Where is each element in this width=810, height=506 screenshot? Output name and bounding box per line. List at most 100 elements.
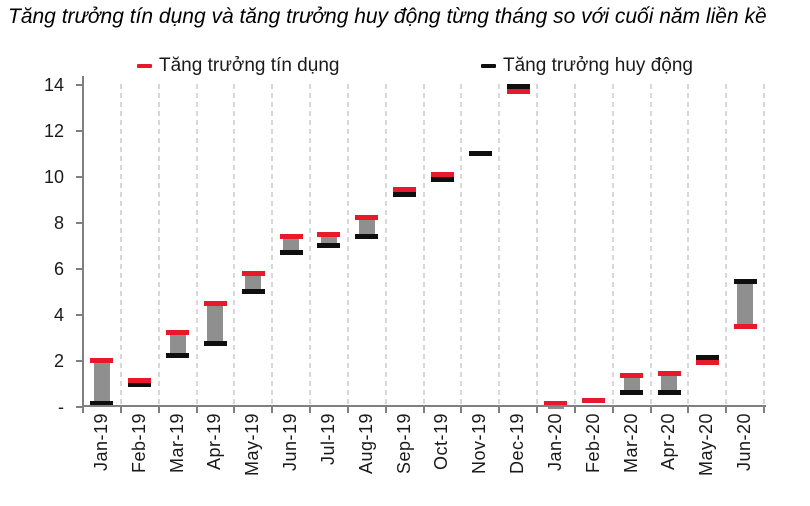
y-tick [76,405,83,408]
x-axis-label: Jun-20 [734,413,755,472]
x-axis-label: Mar-20 [620,413,641,474]
deposit-marker [203,340,227,346]
gridline [346,84,349,405]
deposit-marker [506,84,530,90]
y-axis-label: 12 [43,120,64,141]
credit-marker [733,323,757,329]
gridline [763,84,765,405]
x-tick [460,405,463,413]
x-tick [195,405,198,413]
credit-marker [695,360,719,366]
x-axis-label: Feb-19 [128,413,149,474]
credit-marker [317,231,341,237]
deposit-marker [733,278,757,284]
deposit-marker [241,289,265,294]
range-bar [207,303,224,344]
x-tick [725,405,728,413]
deposit-marker [657,390,681,396]
credit-marker [241,270,265,276]
gridline [422,84,425,405]
x-axis-label: Aug-19 [355,413,376,475]
gridline [649,84,652,405]
y-axis-label: 6 [53,258,64,279]
deposit-marker [128,382,152,388]
x-tick [271,405,274,413]
y-axis-label: 14 [43,74,64,95]
gridline [157,84,160,405]
gridline [498,84,501,405]
x-axis-label: Jan-19 [90,413,111,472]
range-bar [623,375,640,393]
y-axis-label: 10 [43,166,64,187]
x-axis-label: Dec-19 [507,413,528,475]
y-tick [76,83,83,86]
x-axis-label: Jan-20 [544,413,565,472]
y-tick [76,129,83,132]
y-axis-label: 4 [53,304,64,325]
credit-marker [393,186,417,192]
range-bar [396,189,413,195]
x-axis-label: Apr-19 [204,413,225,471]
plot-area [90,84,765,409]
credit-marker [90,358,114,363]
x-axis-label: Feb-20 [582,413,603,474]
deposit-marker [468,151,492,156]
y-tick [76,175,83,178]
deposit-marker [620,390,644,396]
x-tick [573,405,576,413]
x-tick [422,405,425,413]
credit-legend-dash-icon [137,64,152,68]
x-tick [309,405,311,413]
legend-item-credit: Tăng trưởng tín dụng [137,55,339,77]
x-tick [536,405,538,413]
x-axis-label: Jun-19 [280,413,301,472]
x-axis-label: Oct-19 [431,413,452,471]
deposit-marker [279,249,303,255]
gridline [573,84,576,405]
x-tick [82,405,84,413]
range-bar [434,174,451,180]
credit-marker [582,398,606,404]
gridline [195,84,198,405]
credit-marker [430,171,454,177]
credit-marker [166,330,190,336]
range-bar [699,357,716,363]
x-tick [157,405,160,413]
y-axis-label: - [58,396,64,417]
y-axis-label: 8 [53,212,64,233]
range-bar [283,236,300,253]
y-axis-label: 2 [53,350,64,371]
gridline [611,84,614,405]
x-tick [687,405,690,413]
gridline [233,84,236,405]
deposit-marker [430,177,454,183]
credit-marker [355,215,379,221]
gridline [725,84,728,405]
x-tick [119,405,122,413]
credit-marker [544,400,568,406]
credit-marker [279,233,303,239]
deposit-marker [317,243,341,248]
chart-title: Tăng trưởng tín dụng và tăng trưởng huy … [8,5,767,28]
gridline [536,84,538,405]
credit-marker [657,370,681,376]
range-bar [93,360,110,404]
y-axis-line [82,76,84,407]
x-tick [611,405,614,413]
deposit-marker [355,233,379,239]
legend-label-deposit: Tăng trưởng huy động [503,55,693,76]
x-axis-label: Jul-19 [317,413,338,466]
credit-marker [620,372,644,378]
x-tick [498,405,501,413]
credit-marker [203,300,227,306]
y-tick [76,359,83,362]
x-axis-label: Nov-19 [469,413,490,475]
deposit-legend-dash-icon [481,64,496,68]
credit-marker [506,88,530,94]
deposit-marker [393,192,417,198]
range-bar [245,273,262,292]
range-bar [737,281,754,326]
range-bar [358,217,375,237]
range-bar [169,332,186,356]
